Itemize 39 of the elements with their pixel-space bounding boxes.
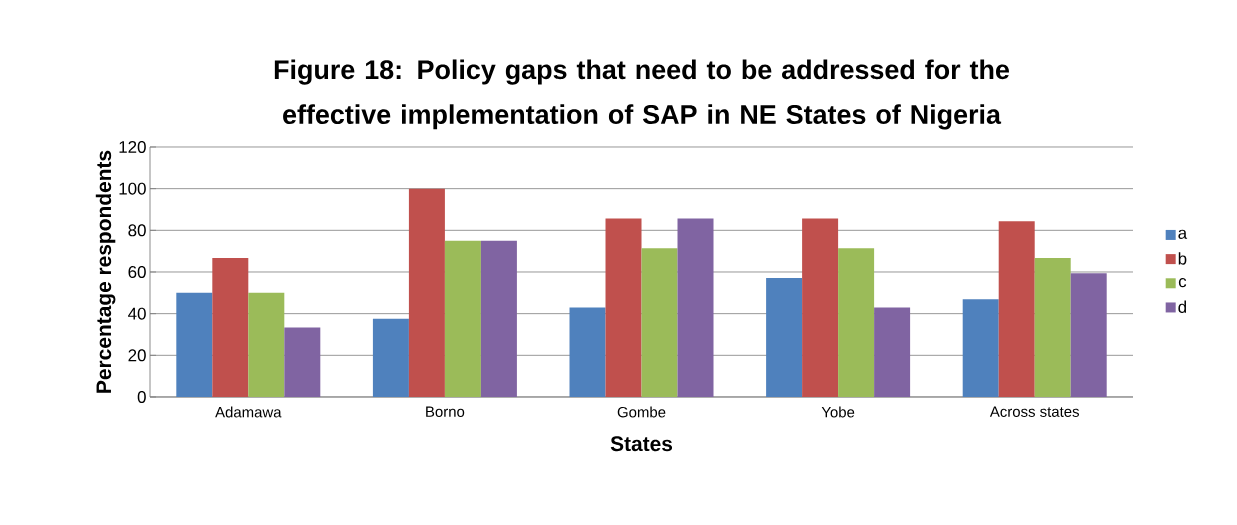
bar <box>838 248 875 397</box>
bar <box>998 221 1035 397</box>
bar <box>176 292 213 397</box>
bar <box>408 188 445 397</box>
legend-label: a <box>1178 229 1188 239</box>
bar <box>444 240 481 397</box>
bar <box>874 307 911 397</box>
bar <box>766 278 803 397</box>
bar <box>1070 273 1107 397</box>
x-tick-label: Yobe <box>821 406 855 418</box>
bar <box>1034 258 1071 397</box>
y-tick-label: 40 <box>128 307 146 320</box>
legend-label: c <box>1178 277 1187 288</box>
bar <box>480 240 517 397</box>
y-tick-label: 20 <box>128 349 146 362</box>
bar <box>569 307 606 397</box>
chart-title: Figure 18: Policy gaps that need to be addressed for the effective implementation of SAP in NE States of Nigeria <box>274 59 1009 130</box>
bar <box>677 218 714 397</box>
legend-label: d <box>1178 300 1186 314</box>
bar <box>248 292 285 397</box>
y-axis-title: Percentage respondents <box>95 150 116 393</box>
x-tick-label: Gombe <box>617 406 666 418</box>
y-tick-label: 0 <box>137 390 146 403</box>
y-tick-label: 100 <box>119 182 146 195</box>
bar <box>962 299 999 397</box>
x-tick-label: Adamawa <box>215 406 282 418</box>
bar <box>284 327 321 397</box>
bar <box>802 218 839 397</box>
bar <box>605 218 642 397</box>
x-tick-label: Borno <box>426 406 465 417</box>
x-tick-label: Across states <box>989 406 1079 417</box>
bar <box>372 318 409 397</box>
x-axis-title: States <box>610 436 673 452</box>
legend-label: b <box>1178 252 1187 265</box>
bar <box>641 248 678 397</box>
y-tick-label: 80 <box>128 224 146 237</box>
y-tick-label: 120 <box>119 140 146 153</box>
bar <box>212 258 249 397</box>
y-tick-label: 60 <box>128 265 146 278</box>
